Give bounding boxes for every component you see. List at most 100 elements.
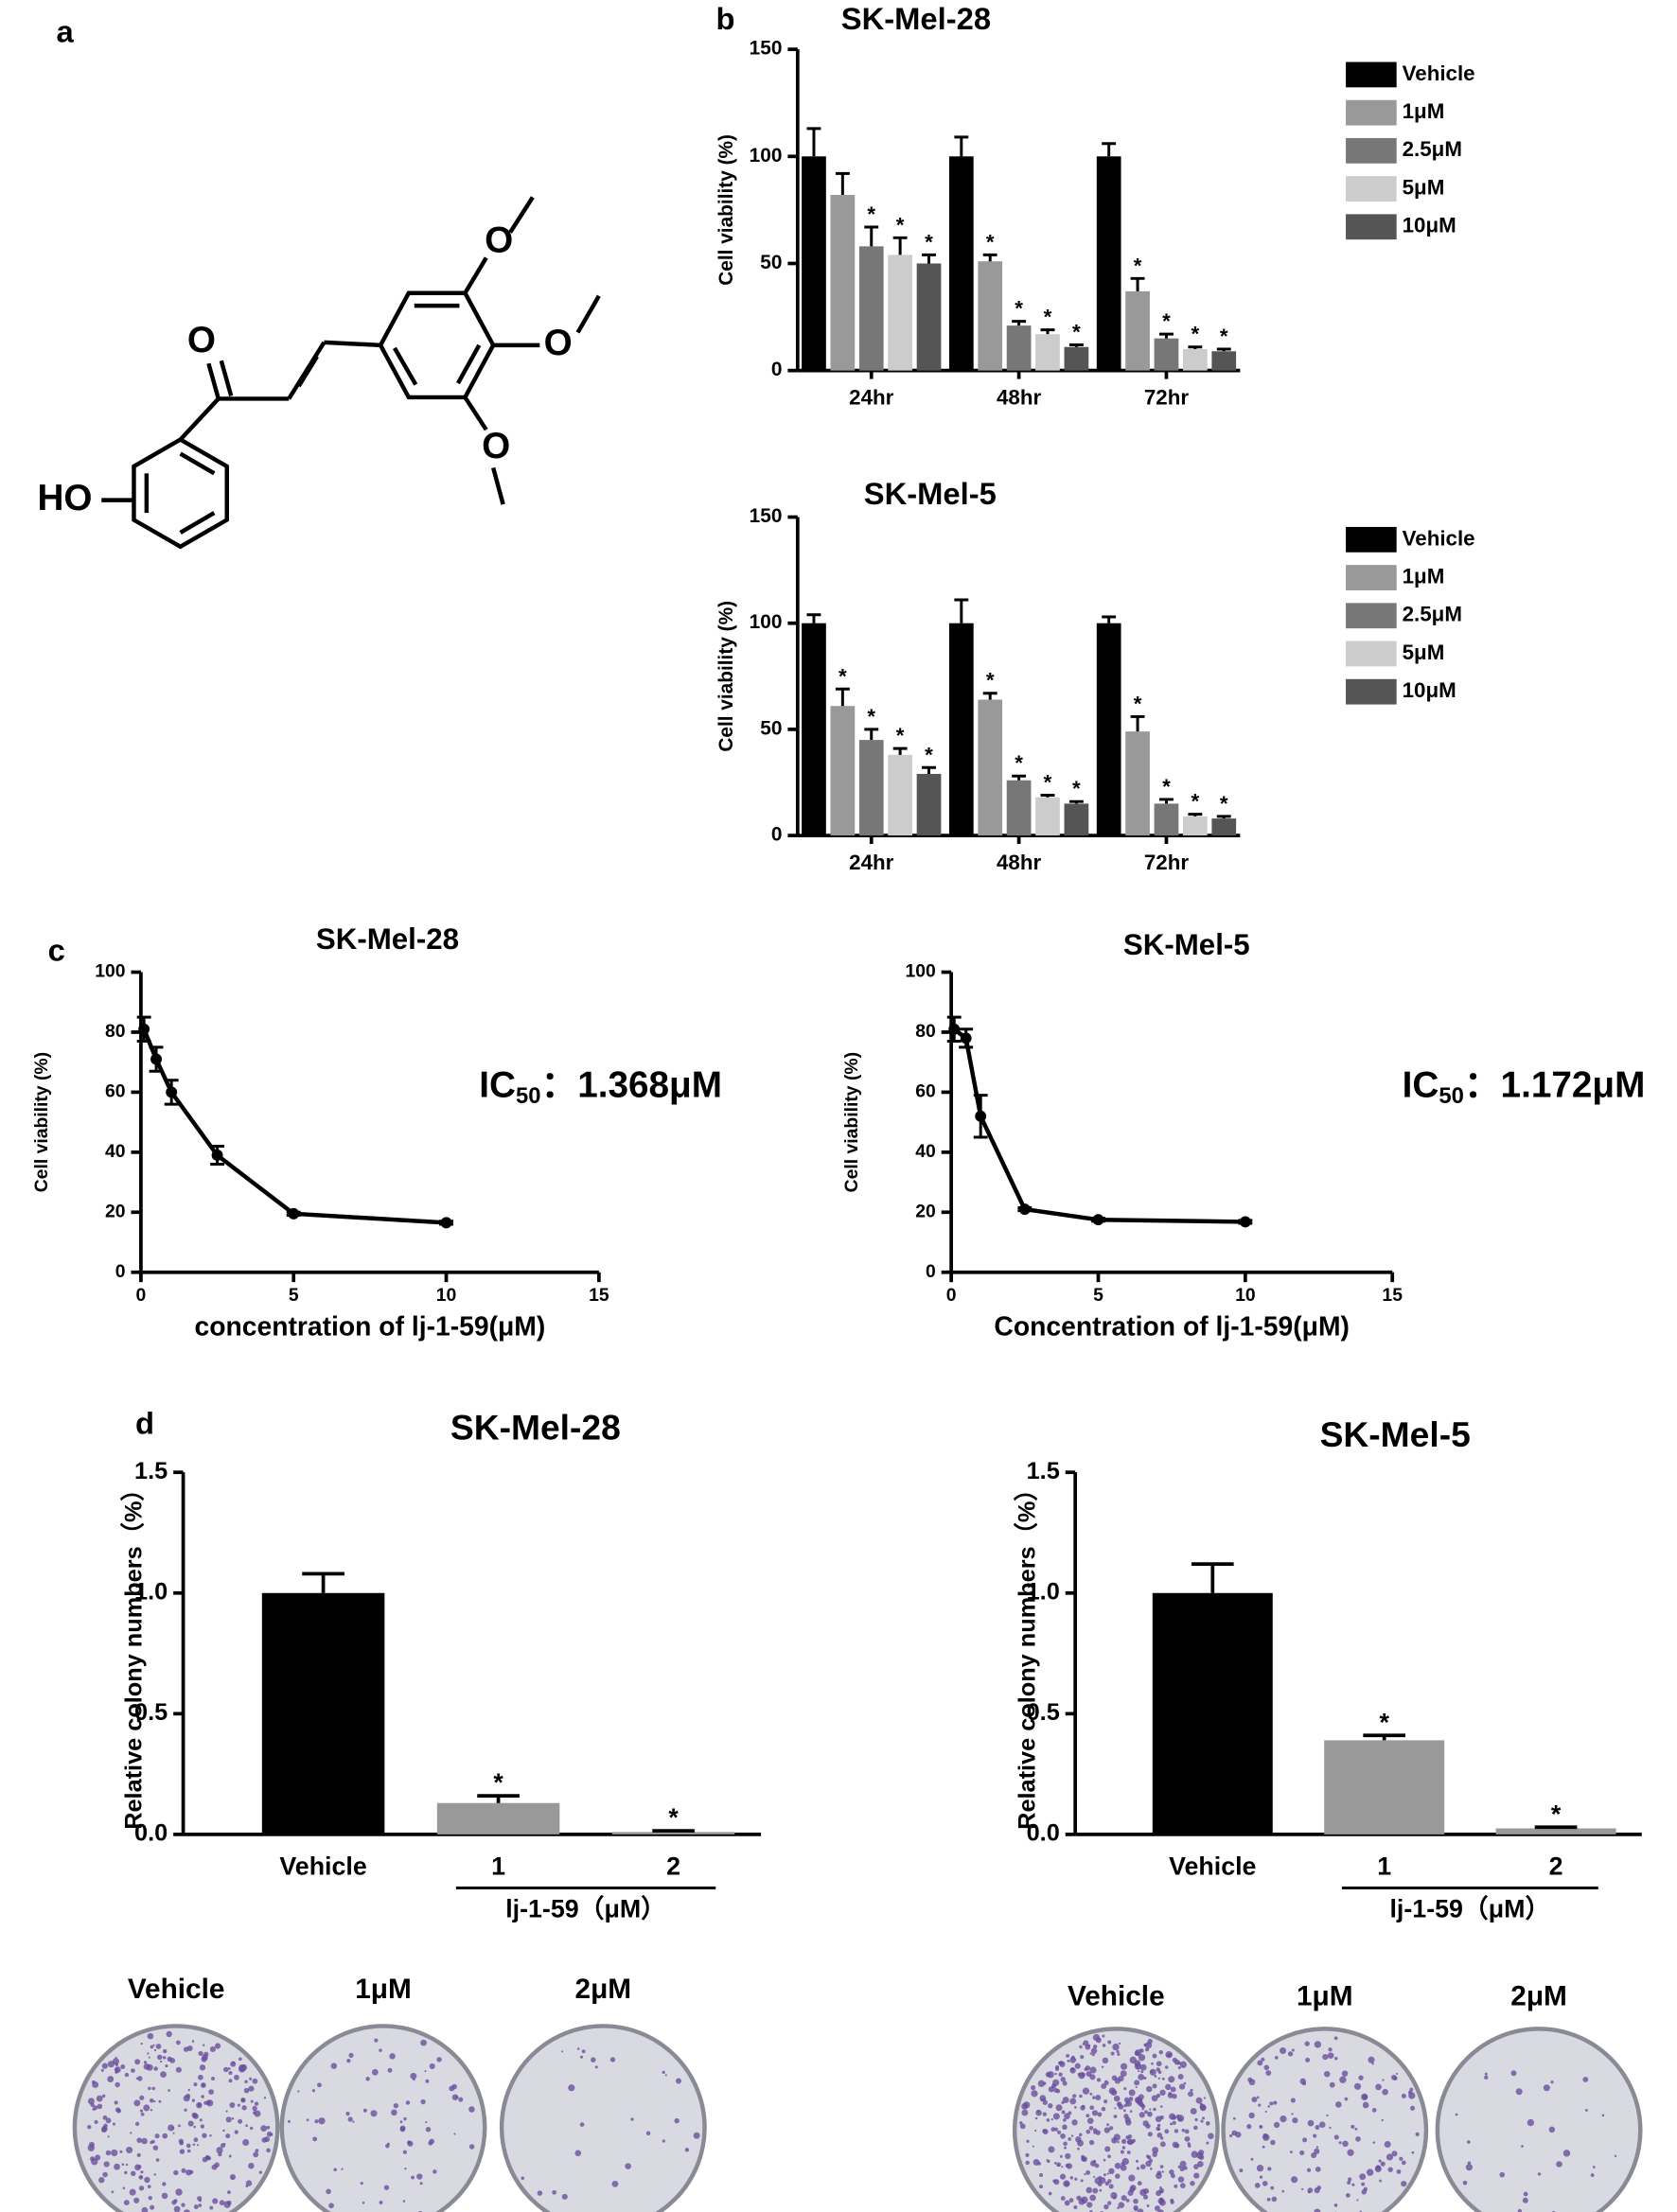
colony (1038, 2185, 1044, 2189)
bar (888, 255, 912, 371)
colony (1091, 2110, 1099, 2116)
error-bar (1068, 343, 1084, 347)
error-bar (864, 225, 879, 247)
colony (1079, 2045, 1083, 2049)
colony (1307, 2119, 1315, 2127)
colony (87, 2098, 95, 2105)
colony (1065, 2163, 1070, 2168)
colony (1527, 2118, 1535, 2127)
colony (1095, 2130, 1101, 2135)
colony (1068, 2198, 1074, 2203)
colony (365, 2077, 370, 2081)
y-tick-label: 1.0 (134, 1578, 168, 1605)
colony (160, 2060, 163, 2063)
colony (1037, 2080, 1046, 2087)
colony (1115, 2173, 1121, 2179)
colony (1590, 2173, 1595, 2177)
bar (261, 1592, 385, 1835)
colony (201, 2095, 204, 2098)
colony (675, 2078, 682, 2084)
colony (264, 2136, 271, 2143)
colony (115, 2070, 118, 2074)
colony (188, 2169, 194, 2175)
y-tick-label: 20 (105, 1201, 126, 1221)
legend-swatch (1346, 61, 1397, 88)
colony (1174, 2184, 1178, 2188)
colony (1052, 2113, 1060, 2120)
bar (1154, 803, 1179, 836)
colony (1171, 2173, 1175, 2179)
colony (379, 2200, 383, 2204)
colony (1409, 2105, 1416, 2111)
colony (1523, 2191, 1528, 2197)
error-bar (922, 765, 936, 775)
x-tick-label: 0 (946, 1285, 957, 1306)
legend-swatch (1346, 176, 1397, 202)
error-bar (1012, 774, 1027, 781)
colony (124, 2170, 128, 2175)
bar (858, 246, 884, 371)
error-bar (1191, 1562, 1234, 1593)
significance-mark: * (1191, 323, 1199, 346)
colony (245, 2180, 253, 2186)
colony (425, 2121, 428, 2124)
colony (203, 2044, 205, 2046)
colony (1033, 2159, 1040, 2166)
colony (1061, 2100, 1065, 2105)
dish-label: 1μM (355, 1974, 412, 2005)
colony (140, 2043, 143, 2045)
colony (227, 2067, 231, 2070)
chemical-structure (101, 196, 601, 550)
colony (1117, 2140, 1120, 2144)
error-bar (982, 692, 997, 700)
colony (1290, 2098, 1296, 2103)
colony (1099, 2188, 1103, 2192)
colony (150, 2045, 154, 2049)
colony (1047, 2071, 1054, 2079)
colony (1060, 2133, 1066, 2139)
colony (1170, 2122, 1174, 2126)
colony (1306, 2168, 1312, 2172)
colony (1191, 2151, 1198, 2158)
colony (143, 2063, 150, 2070)
colony (1484, 2072, 1488, 2076)
colony (87, 2124, 92, 2130)
colony (1391, 2151, 1398, 2157)
colony (1361, 2182, 1366, 2186)
colony (1092, 2044, 1098, 2049)
colony (404, 2168, 407, 2170)
colony (1165, 2050, 1173, 2059)
colony (1328, 2047, 1333, 2052)
colony (115, 2063, 119, 2066)
colony (348, 2052, 354, 2058)
colony (1113, 2115, 1118, 2118)
data-point (138, 1023, 150, 1035)
dish (279, 2024, 487, 2212)
colony (1070, 2134, 1074, 2137)
colony (1190, 2107, 1197, 2115)
colony (179, 2149, 185, 2154)
colony (1048, 2086, 1054, 2093)
legend-swatch (1346, 137, 1397, 164)
colony (1251, 2097, 1258, 2103)
y-tick-label: 0.5 (1027, 1699, 1060, 1726)
colony (148, 2056, 150, 2059)
y-tick-label: 0 (771, 359, 783, 380)
bar (916, 774, 942, 836)
colony (1299, 2078, 1306, 2085)
bar (1154, 338, 1179, 371)
atom-label: O (482, 426, 510, 466)
colony (1156, 2123, 1161, 2128)
colony (330, 2063, 338, 2069)
colony (191, 2040, 195, 2043)
colony (1174, 2059, 1180, 2065)
group-label: lj-1-59（μM） (505, 1894, 666, 1922)
colony (1307, 2187, 1314, 2193)
significance-mark: * (1191, 790, 1199, 814)
colony (347, 2116, 353, 2122)
error-bar (1040, 328, 1055, 335)
colony (374, 2038, 379, 2043)
colony (192, 2113, 199, 2119)
colony (1069, 2098, 1077, 2105)
colony (187, 2120, 194, 2127)
